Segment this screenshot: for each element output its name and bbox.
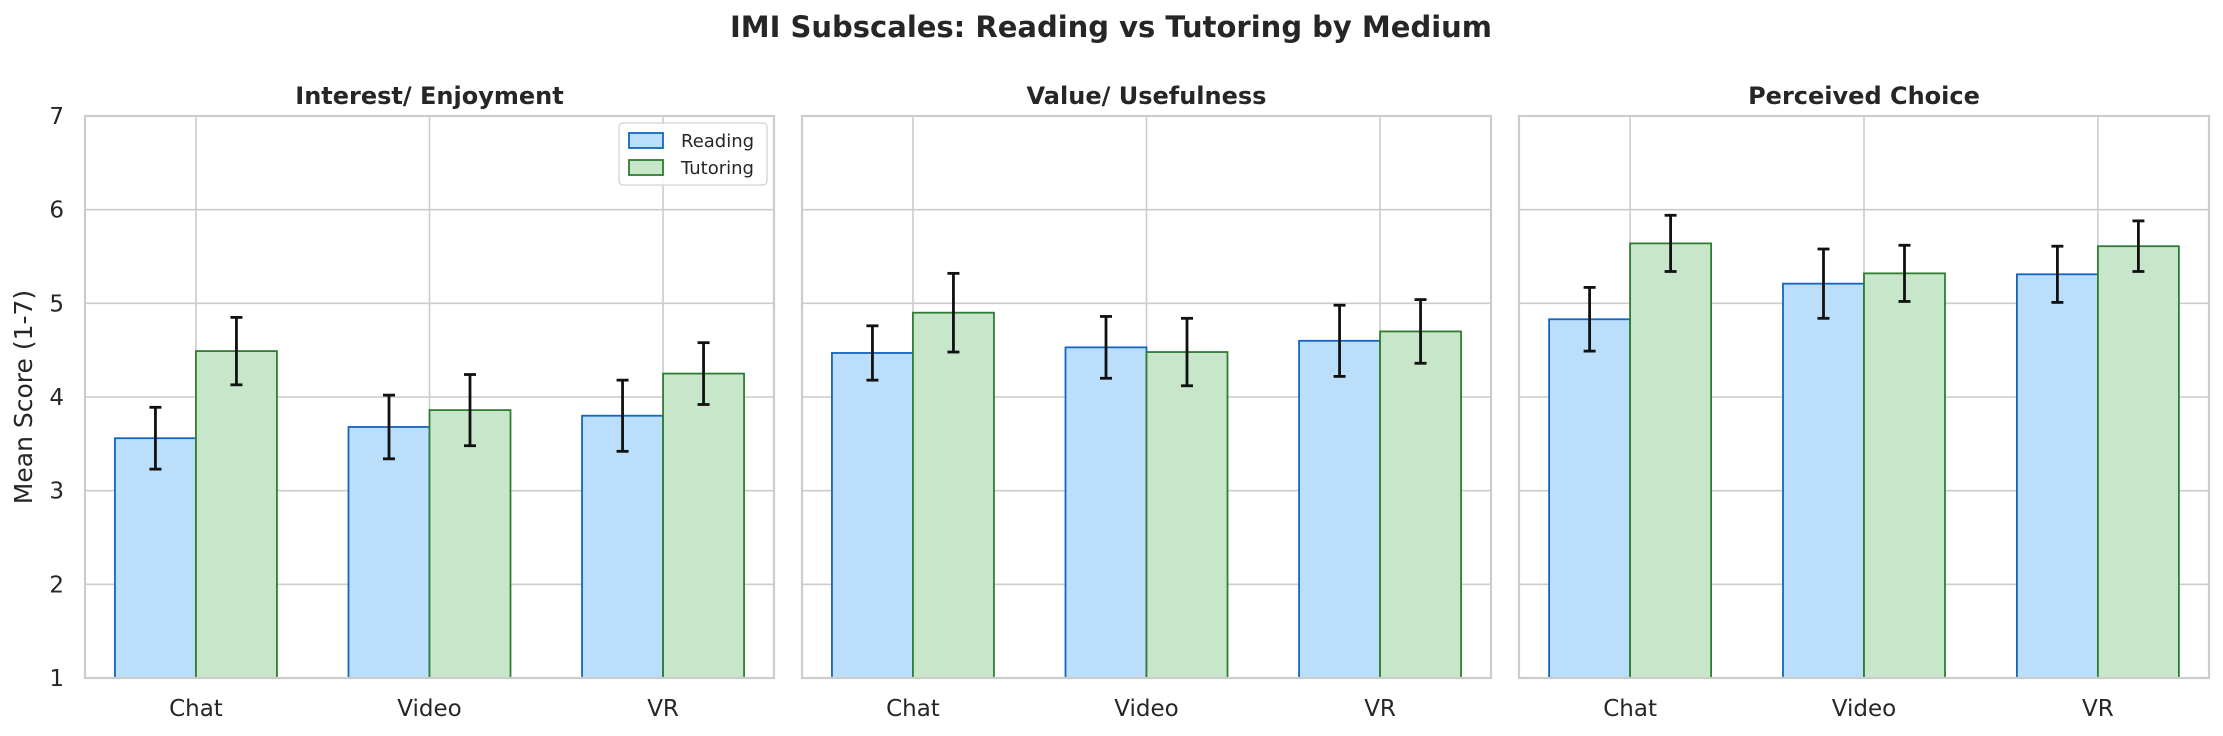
error-bar-tutoring-vr (697, 341, 710, 406)
panel-title: Interest/ Enjoyment (295, 82, 563, 110)
y-tick-label: 6 (49, 198, 64, 224)
legend: Reading Tutoring (618, 122, 768, 186)
panel-title: Perceived Choice (1748, 82, 1980, 110)
bar-reading-chat (1548, 318, 1632, 679)
error-bar-reading-chat (1583, 286, 1596, 353)
x-tick-label: Chat (886, 696, 940, 722)
bar-reading-chat (114, 437, 197, 679)
bar-tutoring-vr (662, 372, 745, 679)
error-bar-tutoring-video (464, 373, 476, 448)
x-tick-label: VR (647, 696, 679, 722)
x-tick-label: Video (1832, 696, 1896, 722)
plot-frame (1517, 114, 2211, 680)
bar-reading-vr (2015, 273, 2099, 679)
y-tick-label: 3 (49, 479, 64, 505)
error-bar-reading-vr (616, 378, 629, 453)
error-bar-tutoring-video (1181, 316, 1193, 388)
bar-reading-video (1064, 346, 1148, 679)
y-tick-label: 7 (49, 104, 64, 130)
bar-reading-video (347, 426, 431, 679)
error-bar-tutoring-chat (947, 271, 960, 354)
x-tick-label: Chat (169, 696, 223, 722)
legend-swatch-tutoring (628, 159, 664, 176)
x-tick-label: VR (2082, 696, 2114, 722)
bar-tutoring-chat (1629, 242, 1713, 679)
bar-tutoring-vr (1379, 330, 1462, 679)
error-bar-tutoring-vr (2132, 219, 2145, 273)
bar-reading-vr (1298, 339, 1381, 679)
panel-1: Interest/ Enjoyment Chat Video VR 1 2 3 4 5 6 7 Mea… (9, 82, 776, 722)
bar-tutoring-video (1863, 272, 1946, 679)
legend-swatch-reading (628, 132, 664, 149)
figure-title: IMI Subscales: Reading vs Tutoring by Me… (730, 10, 1492, 44)
error-bar-reading-video (383, 393, 395, 461)
panel-title: Value/ Usefulness (1027, 82, 1267, 110)
x-tick-label: Video (1114, 696, 1178, 722)
bar-tutoring-chat (195, 350, 278, 679)
bar-tutoring-video (1145, 351, 1229, 679)
bar-tutoring-chat (912, 311, 995, 679)
legend-label-tutoring: Tutoring (680, 158, 754, 179)
error-bar-reading-video (1100, 315, 1112, 380)
bar-reading-video (1782, 282, 1865, 679)
plot-frame (83, 114, 776, 680)
y-tick-label: 1 (49, 666, 64, 692)
error-bar-tutoring-chat (230, 315, 243, 387)
error-bar-reading-vr (2051, 244, 2064, 304)
legend-label-reading: Reading (681, 131, 754, 152)
bar-reading-vr (581, 414, 664, 679)
x-tick-label: Video (397, 696, 461, 722)
error-bar-tutoring-vr (1414, 298, 1427, 365)
bar-tutoring-vr (2096, 245, 2180, 679)
bar-reading-chat (831, 352, 914, 679)
plot-frame (800, 114, 1493, 680)
error-bar-tutoring-video (1898, 243, 1911, 303)
y-tick-label: 4 (49, 385, 64, 411)
x-tick-label: Chat (1603, 696, 1657, 722)
y-tick-label: 5 (49, 291, 64, 317)
panel-3: Perceived Choice Chat Video VR (1517, 82, 2211, 722)
panel-2: Value/ Usefulness Chat Video VR (800, 82, 1493, 722)
error-bar-reading-video (1817, 247, 1830, 320)
error-bar-reading-chat (149, 405, 162, 471)
error-bar-reading-vr (1333, 303, 1346, 378)
x-tick-label: VR (1364, 696, 1396, 722)
error-bar-tutoring-chat (1664, 213, 1677, 273)
y-tick-label: 2 (49, 572, 64, 598)
y-axis-label: Mean Score (1-7) (9, 290, 38, 504)
error-bar-reading-chat (866, 324, 879, 382)
bar-tutoring-video (428, 409, 512, 679)
